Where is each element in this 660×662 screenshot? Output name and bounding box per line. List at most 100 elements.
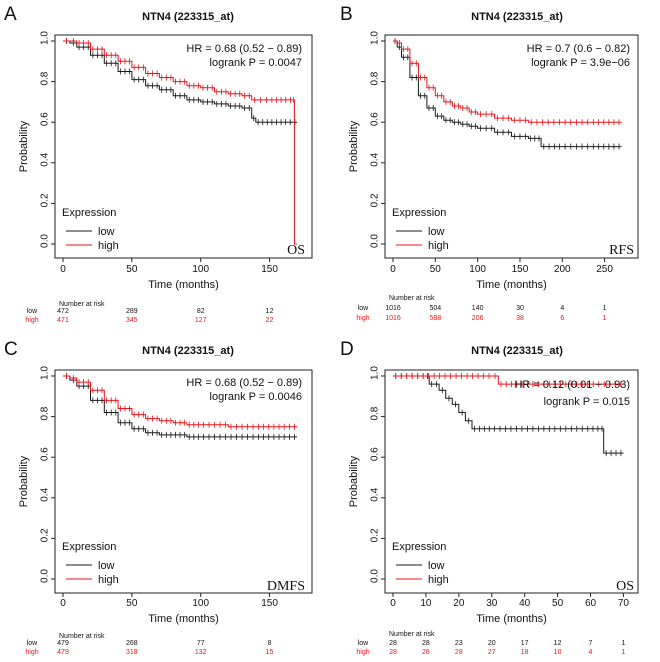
endpoint-label: DMFS (267, 579, 305, 594)
legend-label-high: high (428, 240, 449, 252)
risk-count-low: 1016 (385, 305, 401, 312)
risk-count-high: 132 (195, 649, 207, 656)
logrank-p: logrank P = 0.0046 (210, 391, 302, 403)
y-tick-label: 0.2 (370, 193, 381, 207)
risk-count-low: 140 (472, 305, 484, 312)
risk-count-high: 1 (603, 315, 607, 322)
risk-count-high: 10 (554, 649, 562, 656)
y-tick-label: 1.0 (370, 31, 381, 45)
risk-count-low: 7 (589, 640, 593, 647)
risk-count-high: 28 (455, 649, 463, 656)
x-tick-label: 50 (126, 264, 138, 275)
panel-a: A NTN4 (223315_at) 0.0 0.2 0.4 0.6 0.8 1.0 0 50 10… (4, 4, 313, 324)
survival-curve-high (393, 375, 624, 385)
x-tick-label: 150 (261, 598, 278, 609)
risk-count-low: 268 (126, 640, 138, 647)
risk-row-label-low: low (358, 640, 369, 647)
y-tick-label: 0.8 (370, 71, 381, 85)
risk-count-low: 28 (422, 640, 430, 647)
risk-table-header: Number at risk (59, 301, 105, 308)
y-tick-label: 1.0 (370, 366, 381, 380)
risk-row-label-low: low (358, 305, 369, 312)
x-axis-title: Time (months) (476, 613, 547, 625)
risk-count-low: 4 (560, 305, 564, 312)
x-tick-label: 10 (420, 598, 432, 609)
y-tick-label: 0.2 (40, 528, 51, 542)
risk-count-high: 471 (57, 317, 69, 324)
plot-frame (384, 369, 639, 594)
x-axis-title: Time (months) (148, 279, 219, 291)
y-tick-label: 1.0 (40, 366, 51, 380)
x-tick-label: 0 (390, 264, 396, 275)
risk-count-high: 345 (126, 317, 138, 324)
risk-count-low: 12 (554, 640, 562, 647)
risk-row-label-high: high (25, 649, 38, 656)
x-tick-label: 30 (486, 598, 498, 609)
risk-count-high: 206 (472, 315, 484, 322)
risk-count-low: 479 (57, 640, 69, 647)
risk-count-high: 28 (389, 649, 397, 656)
legend-label-low: low (428, 226, 445, 238)
chart-title: NTN4 (223315_at) (471, 345, 563, 357)
x-tick-label: 100 (192, 264, 209, 275)
x-tick-label: 50 (126, 598, 138, 609)
y-tick-label: 0.6 (370, 112, 381, 126)
y-tick-label: 0.6 (40, 112, 51, 126)
risk-count-high: 4 (589, 649, 593, 656)
plot-frame (54, 369, 313, 594)
legend-label-high: high (98, 240, 119, 252)
legend-label-low: low (428, 560, 445, 572)
risk-row-label-high: high (25, 317, 38, 324)
risk-count-high: 588 (429, 315, 441, 322)
risk-count-low: 504 (429, 305, 441, 312)
hazard-ratio: HR = 0.68 (0.52 − 0.89) (186, 43, 302, 55)
y-axis-title: Probability (18, 120, 30, 172)
y-tick-label: 0.4 (40, 487, 51, 501)
survival-curve-low (63, 40, 298, 123)
risk-count-low: 8 (268, 640, 272, 647)
x-tick-label: 20 (453, 598, 465, 609)
risk-count-low: 23 (455, 640, 463, 647)
panel-letter: B (340, 4, 353, 25)
x-tick-label: 0 (60, 264, 66, 275)
risk-count-low: 30 (516, 305, 524, 312)
panel-letter: A (4, 4, 17, 25)
risk-count-low: 77 (197, 640, 205, 647)
hazard-ratio: HR = 0.68 (0.52 − 0.89) (186, 377, 302, 389)
logrank-p: logrank P = 0.0047 (210, 57, 302, 69)
risk-count-high: 479 (57, 649, 69, 656)
x-tick-label: 0 (60, 598, 66, 609)
risk-count-high: 1016 (385, 315, 401, 322)
y-tick-label: 0.8 (40, 406, 51, 420)
x-tick-label: 200 (554, 264, 571, 275)
x-tick-label: 70 (618, 598, 630, 609)
risk-count-high: 318 (126, 649, 138, 656)
survival-curve-high (393, 40, 622, 123)
panel-d: D NTN4 (223315_at) 0.0 0.2 0.4 0.6 0.8 1.0 0 10 20… (340, 339, 639, 656)
legend-label-high: high (98, 574, 119, 586)
chart-title: NTN4 (223315_at) (471, 11, 563, 23)
panel-c: C NTN4 (223315_at) 0.0 0.2 0.4 0.6 0.8 1.0 0 50 10… (4, 339, 313, 656)
y-tick-label: 0.0 (40, 234, 51, 248)
y-axis-title: Probability (348, 120, 360, 172)
y-axis-title: Probability (18, 455, 30, 507)
endpoint-label: RFS (609, 243, 634, 258)
risk-count-low: 289 (126, 308, 138, 315)
x-tick-label: 150 (512, 264, 529, 275)
risk-count-high: 28 (422, 649, 430, 656)
y-tick-label: 0.6 (40, 447, 51, 461)
chart-title: NTN4 (223315_at) (142, 345, 234, 357)
risk-count-high: 38 (516, 315, 524, 322)
hazard-ratio: HR = 0.7 (0.6 − 0.82) (527, 43, 630, 55)
x-tick-label: 100 (192, 598, 209, 609)
y-tick-label: 1.0 (40, 31, 51, 45)
legend-title: Expression (62, 207, 116, 219)
legend-label-high: high (428, 574, 449, 586)
risk-count-low: 20 (488, 640, 496, 647)
risk-count-low: 12 (266, 308, 274, 315)
legend-title: Expression (392, 207, 446, 219)
x-tick-label: 60 (585, 598, 597, 609)
x-tick-label: 50 (552, 598, 564, 609)
panel-letter: C (4, 339, 18, 360)
